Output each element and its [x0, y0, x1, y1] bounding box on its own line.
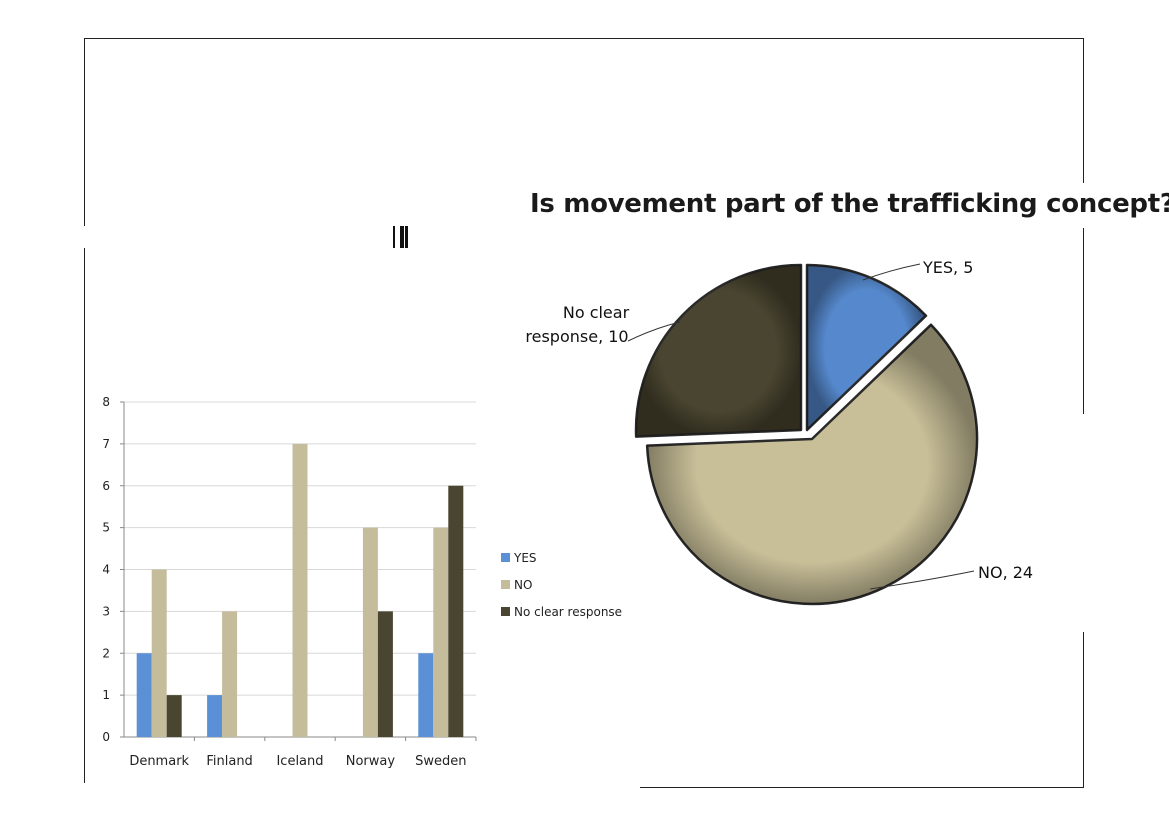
bar-yes: [207, 695, 223, 737]
y-tick-label: 7: [102, 437, 110, 451]
y-tick-label: 6: [102, 479, 110, 493]
pie-label-no-clear-line2: response, 10: [525, 327, 628, 346]
pie-label-no-clear-line1: No clear: [563, 303, 630, 322]
y-tick-label: 8: [102, 395, 110, 409]
bar-no-clear-response: [166, 695, 182, 737]
leader-line: [627, 321, 681, 342]
legend-label: YES: [513, 551, 537, 565]
y-tick-label: 0: [102, 730, 110, 744]
bar-category-labels: Denmark Finland Iceland Norway Sweden: [129, 754, 466, 769]
bar-no: [151, 569, 167, 737]
bar-ticks: 0 1 2 3 4 5 6 7 8: [102, 395, 110, 744]
x-category-label: Finland: [206, 754, 252, 769]
legend-label: No clear response: [514, 605, 622, 619]
x-category-label: Sweden: [415, 754, 466, 769]
bar-no-clear-response: [377, 611, 393, 737]
bar-no: [292, 443, 308, 737]
y-tick-label: 3: [102, 604, 110, 618]
bar-legend: YES NO No clear response: [501, 551, 622, 619]
bar-no: [433, 527, 449, 737]
barcode-mark: [393, 226, 417, 248]
legend-swatch: [501, 553, 510, 562]
legend-swatch: [501, 580, 510, 589]
pie-slices: [634, 263, 979, 606]
leader-line: [869, 570, 975, 590]
bar-no: [362, 527, 378, 737]
y-tick-label: 5: [102, 521, 110, 535]
bar-no: [222, 611, 238, 737]
y-tick-label: 2: [102, 646, 110, 660]
x-category-label: Iceland: [276, 754, 323, 769]
pie-slice-shade: [647, 324, 977, 604]
bar-chart: 0 1 2 3 4 5 6 7 8 Denmark Finland Iceland Norway Swe…: [86, 388, 636, 788]
y-tick-label: 1: [102, 688, 110, 702]
bar-yes: [136, 653, 152, 737]
x-category-label: Norway: [346, 754, 396, 769]
bar-no-clear-response: [448, 485, 464, 737]
y-tick-label: 4: [102, 563, 110, 577]
legend-swatch: [501, 607, 510, 616]
pie-chart: YES, 5 NO, 24 No clear response, 10: [525, 258, 1033, 606]
legend-label: NO: [514, 578, 532, 592]
pie-label-no: NO, 24: [978, 563, 1033, 582]
bar-yes: [418, 653, 434, 737]
pie-chart-title: Is movement part of the trafficking conc…: [530, 189, 1169, 219]
pie-label-yes: YES, 5: [922, 258, 973, 277]
pie-slice-shade: [636, 265, 801, 437]
bar-marks: [136, 443, 464, 737]
pie-data-labels: YES, 5 NO, 24 No clear response, 10: [525, 258, 1033, 590]
x-category-label: Denmark: [129, 754, 189, 769]
leader-line: [862, 263, 921, 281]
pie-slice-shade: [807, 265, 926, 430]
